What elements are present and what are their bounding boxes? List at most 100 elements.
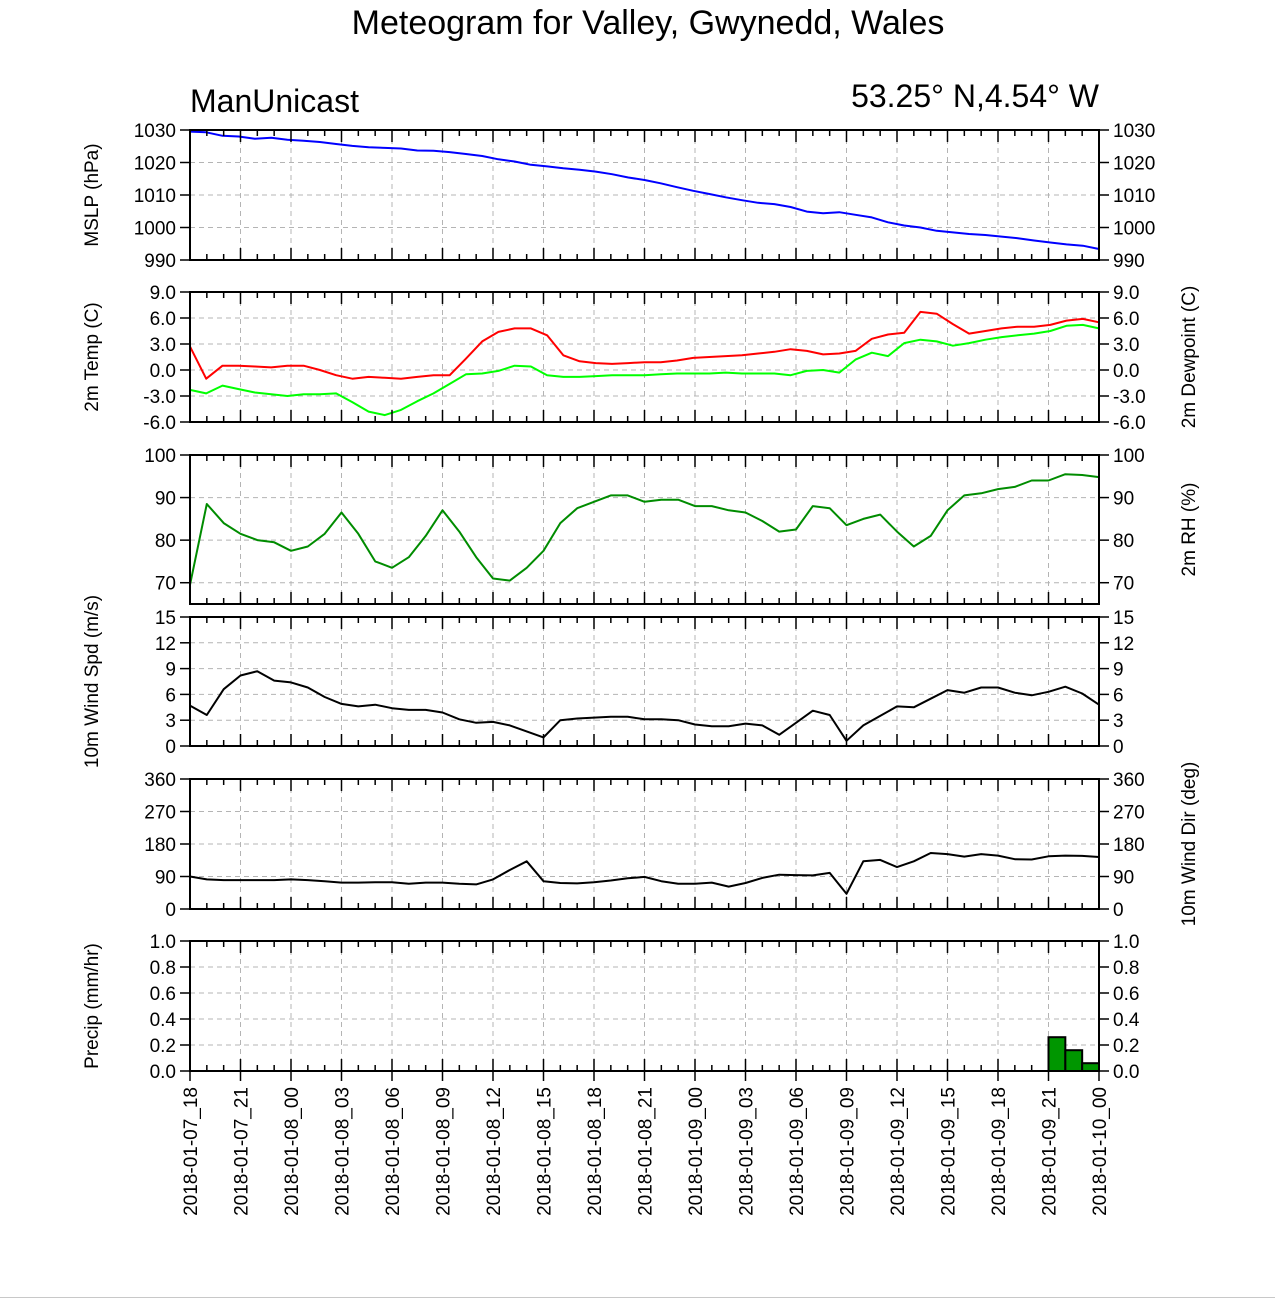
precip-bar [1047,1036,1067,1072]
y-tick-label-right: 0.0 [1113,1062,1139,1083]
y-tick-label-right: 3 [1113,711,1124,732]
y-tick-label-left: 3 [165,711,176,732]
y-tick-label-right: 9 [1113,660,1124,681]
panel-2: 70 70 80 80 90 90 100 100 2m RH (%) [144,446,1200,605]
y-tick-label-right: 6.0 [1113,309,1139,330]
y-tick-label-left: 0.6 [150,984,176,1005]
x-tick-label: 2018-01-08_09 [434,1087,455,1216]
x-tick-label: 2018-01-09_12 [888,1087,909,1216]
y-tick-label-right: 270 [1113,803,1145,824]
panel-0: 990 990 1000 1000 1010 1010 1020 1020 1030 1030 MS… [82,121,1155,272]
y-tick-label-right: 70 [1113,574,1134,595]
y-tick-label-right: -6.0 [1113,413,1146,434]
panel-frame [189,454,1100,605]
y-tick-label-left: 1030 [134,121,176,142]
y-tick-label-left: 0 [165,900,176,921]
y-tick-label-left: 90 [155,868,176,889]
series-line-0 [189,670,1100,742]
y-tick-label-right: 0.6 [1113,984,1139,1005]
y-tick-label-left: 100 [144,446,176,467]
y-tick-label-left: 0 [165,737,176,758]
y-tick-label-right: 0.0 [1113,361,1139,382]
y-tick-label-left: 0.0 [150,1062,176,1083]
y-axis-label: 2m Temp (C) [82,302,103,411]
x-tick-label: 2018-01-07_18 [181,1087,202,1216]
x-tick-label: 2018-01-07_21 [232,1087,253,1216]
panel-frame [189,291,1100,423]
y2-axis-label: 2m Dewpoint (C) [1179,286,1200,429]
x-tick-label: 2018-01-08_03 [333,1087,354,1216]
y-tick-label-left: 360 [144,770,176,791]
precip-bar [1081,1062,1100,1072]
y-tick-label-left: 0.0 [150,361,176,382]
y-tick-label-left: 9.0 [150,283,176,304]
time-axis-labels: 2018-01-07_18 2018-01-07_21 2018-01-08_00 2… [181,1071,1111,1216]
y-tick-label-right: 1.0 [1113,932,1139,953]
location-coordinates: 53.25° N,4.54° W [851,78,1100,114]
panel-frame [189,129,1100,261]
panel-1: -6.0 -6.0 -3.0 -3.0 0.0 0.0 3.0 3.0 6.0 6.0 9.0 9.0… [82,283,1200,434]
y-tick-label-left: -6.0 [143,413,176,434]
x-tick-label: 2018-01-09_09 [838,1087,859,1216]
y-axis-label: Precip (mm/hr) [82,943,103,1069]
y-tick-label-left: 6.0 [150,309,176,330]
model-name: ManUnicast [190,83,359,119]
x-tick-label: 2018-01-09_06 [787,1087,808,1216]
y-tick-label-right: 990 [1113,251,1145,272]
y-tick-label-left: 80 [155,531,176,552]
y-tick-label-right: 0 [1113,737,1124,758]
y-tick-label-right: 9.0 [1113,283,1139,304]
series-line-0 [189,473,1100,586]
x-tick-label: 2018-01-09_00 [686,1087,707,1216]
series-line-0 [189,310,1100,380]
y-tick-label-right: 80 [1113,531,1134,552]
panel-frame [189,616,1100,747]
y-tick-label-left: 12 [155,634,176,655]
y-tick-label-left: 90 [155,489,176,510]
series-line-0 [189,852,1100,895]
y-tick-label-right: 180 [1113,835,1145,856]
y-tick-label-right: 1030 [1113,121,1155,142]
chart-title: Meteogram for Valley, Gwynedd, Wales [352,4,945,42]
y-tick-label-left: 1010 [134,186,176,207]
y-tick-label-right: 0.4 [1113,1010,1140,1031]
x-tick-label: 2018-01-09_03 [737,1087,758,1216]
precip-bar [1064,1049,1084,1072]
panel-5: 0.0 0.0 0.2 0.2 0.4 0.4 0.6 0.6 0.8 0.8 1.0 1.0 Prec… [82,932,1140,1083]
series-line-0 [189,130,1100,250]
y-tick-label-right: 0.2 [1113,1036,1139,1057]
y-tick-label-left: 1020 [134,154,176,175]
y-tick-label-right: -3.0 [1113,387,1146,408]
panel-frame [189,778,1100,910]
y-tick-label-left: 0.4 [150,1010,177,1031]
panel-4: 0 0 90 90 180 180 270 270 360 360 10m Wind Dir (de… [144,762,1200,927]
y-tick-label-right: 12 [1113,634,1134,655]
x-tick-label: 2018-01-08_06 [383,1087,404,1216]
y-tick-label-left: 180 [144,835,176,856]
y-tick-label-right: 1000 [1113,219,1155,240]
panel-3: 0 0 3 3 6 6 9 9 12 12 15 15 10m Wind Spd (m/s) [82,595,1134,768]
y2-axis-label: 10m Wind Dir (deg) [1179,762,1200,927]
y-tick-label-left: 0.8 [150,958,176,979]
y-tick-label-left: -3.0 [143,387,176,408]
y-tick-label-right: 3.0 [1113,335,1139,356]
x-tick-label: 2018-01-09_21 [1040,1087,1061,1216]
y-tick-label-left: 3.0 [150,335,176,356]
y-tick-label-right: 1010 [1113,186,1155,207]
y-tick-label-left: 1.0 [150,932,176,953]
x-tick-label: 2018-01-08_21 [636,1087,657,1216]
y-tick-label-left: 0.2 [150,1036,176,1057]
x-tick-label: 2018-01-08_18 [585,1087,606,1216]
y-tick-label-left: 6 [165,685,176,706]
y-tick-label-left: 15 [155,608,176,629]
y-tick-label-right: 15 [1113,608,1134,629]
y-tick-label-right: 360 [1113,770,1145,791]
y2-axis-label: 2m RH (%) [1179,483,1200,577]
y-tick-label-right: 90 [1113,868,1134,889]
y-tick-label-right: 100 [1113,446,1145,467]
x-tick-label: 2018-01-10_00 [1090,1087,1111,1216]
x-tick-label: 2018-01-09_15 [939,1087,960,1216]
y-tick-label-right: 1020 [1113,154,1155,175]
